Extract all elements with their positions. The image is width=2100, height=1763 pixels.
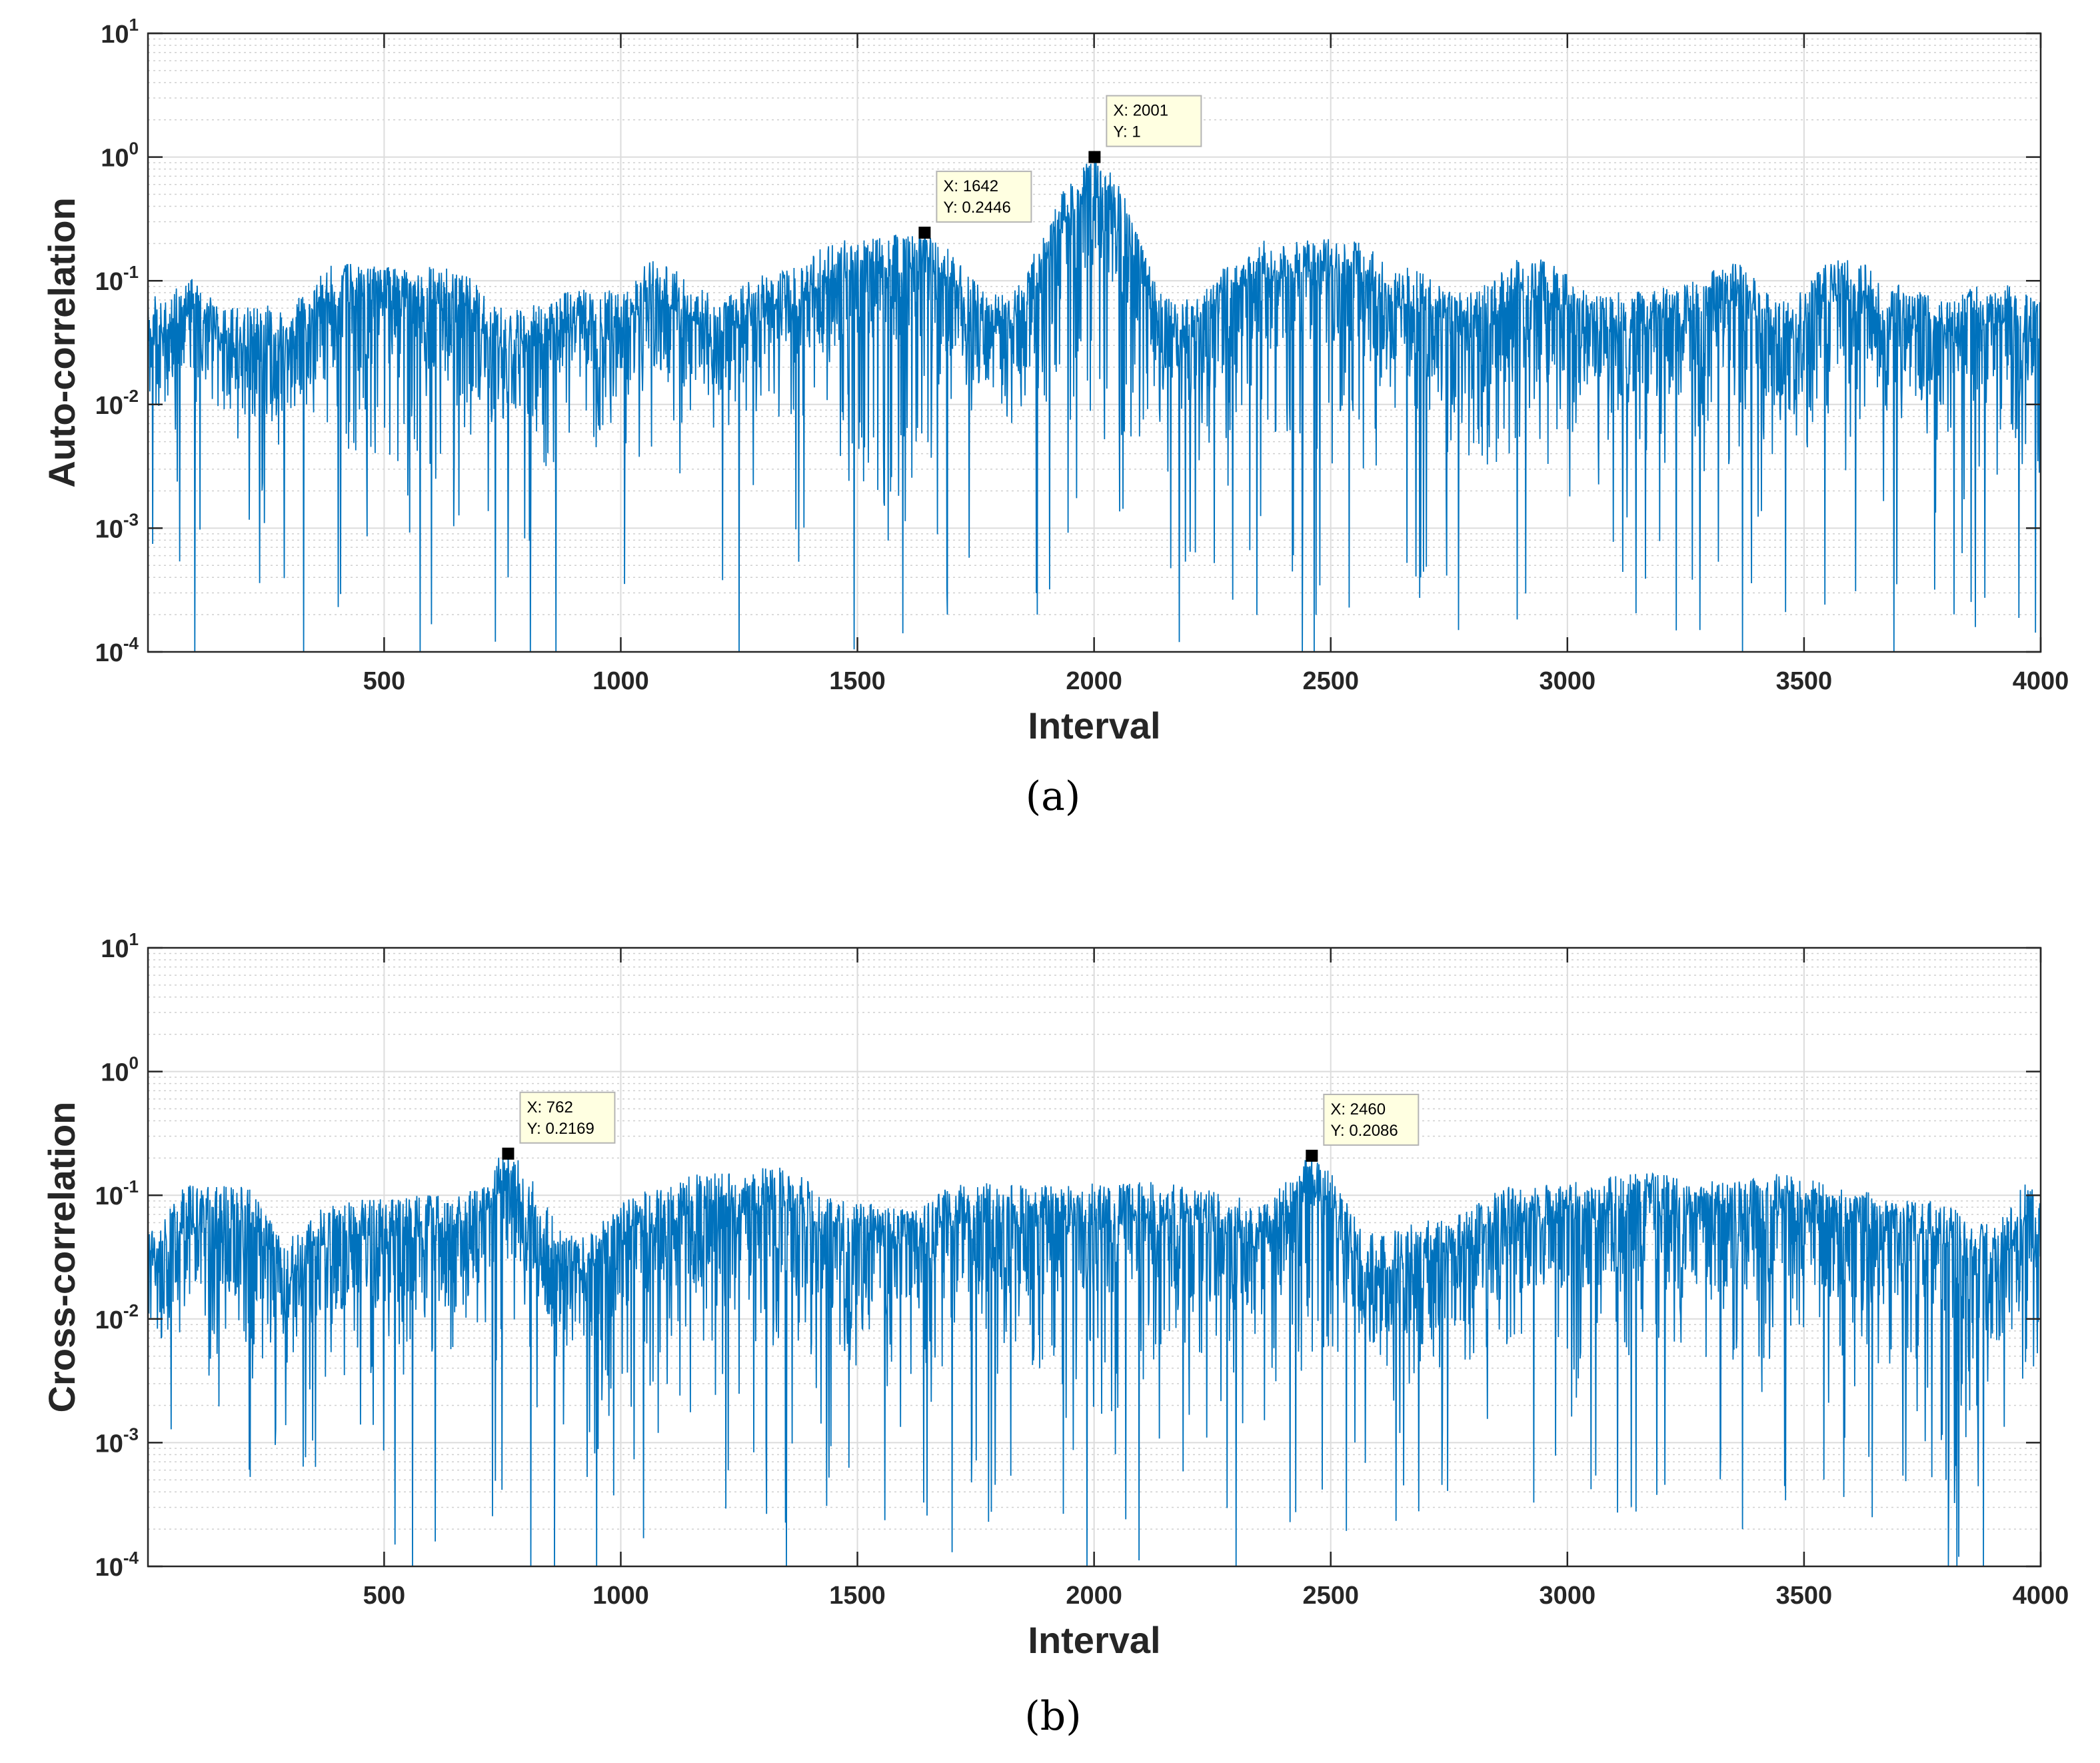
y-tick-label: 10-3 xyxy=(95,509,139,543)
datatip-y-label: Y: 0.2169 xyxy=(526,1120,594,1138)
y-tick-label: 10-3 xyxy=(95,1424,139,1458)
datatip-box xyxy=(519,1091,616,1144)
y-tick-label: 10-1 xyxy=(95,1176,139,1210)
datatip[interactable]: X: 2460 Y: 0.2086 xyxy=(1306,1093,1420,1162)
auto-correlation-chart: 500 1000 1500 2000 2500 3000 3500 4000 10-4 10-3 1… xyxy=(41,15,2069,747)
x-tick-label: 1000 xyxy=(592,667,649,695)
datatip-marker[interactable] xyxy=(1088,151,1101,163)
x-axis-label: Interval xyxy=(1028,705,1160,747)
x-tick-label: 2500 xyxy=(1302,667,1359,695)
x-tick-label: 3500 xyxy=(1776,667,1833,695)
y-tick-label: 10-2 xyxy=(95,1300,139,1334)
x-tick-label: 3000 xyxy=(1540,1582,1596,1610)
caption-a: (a) xyxy=(1025,773,1081,820)
x-tick-label: 3000 xyxy=(1540,667,1596,695)
panel-b: 500 1000 1500 2000 2500 3000 3500 4000 10-4 10-3 1… xyxy=(0,914,2100,1763)
x-tick-label: 500 xyxy=(363,1582,405,1610)
y-tick-label: 10-4 xyxy=(95,633,139,667)
datatip-marker[interactable] xyxy=(1306,1149,1318,1162)
y-tick-label: 10-1 xyxy=(95,262,139,296)
y-tick-label: 101 xyxy=(101,929,139,963)
x-tick-label: 4000 xyxy=(2013,667,2069,695)
datatip-y-label: Y: 1 xyxy=(1113,123,1140,141)
datatip-x-label: X: 2460 xyxy=(1330,1100,1386,1118)
y-tick-label: 100 xyxy=(101,139,139,173)
datatip-box xyxy=(1106,95,1202,147)
datatip-marker[interactable] xyxy=(502,1147,515,1160)
datatip-y-label: Y: 0.2086 xyxy=(1330,1122,1398,1140)
correlation-series-line xyxy=(147,1153,2041,1567)
y-axis-label: Auto-correlation xyxy=(41,197,83,488)
x-tick-label: 2000 xyxy=(1066,667,1122,695)
x-tick-label: 1500 xyxy=(829,667,886,695)
y-tick-label: 10-4 xyxy=(95,1548,139,1582)
caption-b: (b) xyxy=(1024,1693,1082,1740)
panel-a: 500 1000 1500 2000 2500 3000 3500 4000 10-4 10-3 1… xyxy=(0,0,2100,881)
datatip[interactable]: X: 1642 Y: 0.2446 xyxy=(918,171,1032,239)
y-tick-label: 10-2 xyxy=(95,386,139,420)
datatip-marker[interactable] xyxy=(918,227,931,239)
datatip-x-label: X: 762 xyxy=(526,1098,572,1116)
x-tick-label: 500 xyxy=(363,667,405,695)
datatip-x-label: X: 2001 xyxy=(1113,102,1168,120)
axes xyxy=(147,32,2042,653)
x-tick-label: 2500 xyxy=(1302,1582,1359,1610)
y-tick-label: 101 xyxy=(101,15,139,49)
datatip-box xyxy=(1323,1093,1420,1146)
datatip[interactable]: X: 2001 Y: 1 xyxy=(1088,95,1202,163)
correlation-series-line xyxy=(147,157,2041,653)
x-tick-label: 3500 xyxy=(1776,1582,1833,1610)
x-tick-label: 2000 xyxy=(1066,1582,1122,1610)
datatip[interactable]: X: 762 Y: 0.2169 xyxy=(502,1091,616,1160)
y-axis-label: Cross-correlation xyxy=(41,1102,83,1413)
y-tick-label: 100 xyxy=(101,1053,139,1087)
axes xyxy=(147,946,2042,1568)
x-tick-label: 4000 xyxy=(2013,1582,2069,1610)
cross-correlation-chart: 500 1000 1500 2000 2500 3000 3500 4000 10-4 10-3 1… xyxy=(41,929,2069,1661)
x-tick-label: 1500 xyxy=(829,1582,886,1610)
datatip-x-label: X: 1642 xyxy=(943,177,998,195)
datatip-box xyxy=(936,171,1032,223)
x-tick-label: 1000 xyxy=(592,1582,649,1610)
datatip-y-label: Y: 0.2446 xyxy=(943,199,1010,217)
x-axis-label: Interval xyxy=(1028,1619,1160,1661)
